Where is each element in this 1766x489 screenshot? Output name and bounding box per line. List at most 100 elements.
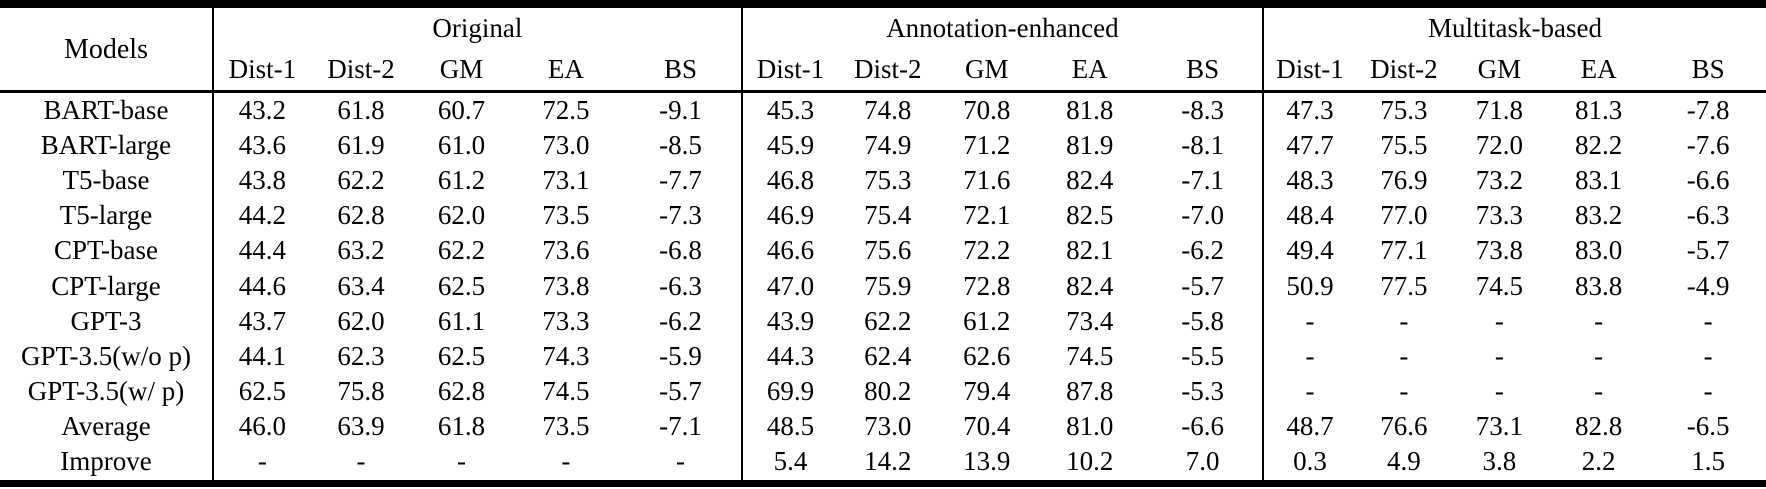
value-cell: 72.1	[963, 200, 1011, 231]
value-cell: 71.2	[963, 129, 1011, 160]
value-cell: 72.0	[1475, 129, 1523, 160]
value-cell: 62.4	[864, 340, 912, 371]
value-cell: 62.0	[437, 200, 486, 231]
value-cell: 73.3	[1475, 200, 1523, 231]
value-cell: 76.6	[1380, 411, 1428, 442]
value-cell: -6.5	[1686, 411, 1730, 442]
table-row: BART-base 43.2 61.8 60.7 72.5 -9.1 45.3 74.8 70.…	[0, 91, 1766, 129]
col-header-original-ea: EA	[511, 50, 621, 93]
value-cell: 4.9	[1386, 446, 1421, 477]
value-cell: -	[1262, 339, 1357, 375]
value-cell: 62.8	[337, 200, 385, 231]
value-cell: 82.1	[1066, 235, 1114, 266]
value-cell: 62.6	[963, 340, 1011, 371]
value-cell: 48.5	[740, 409, 839, 445]
value-cell: -5.5	[1181, 340, 1224, 371]
value-cell: 80.2	[864, 376, 912, 407]
model-name-cell: Improve	[60, 446, 152, 477]
table-row: T5-base 43.8 62.2 61.2 73.1 -7.7 46.8 75.3 71.6 8…	[0, 163, 1766, 199]
col-header-multitask-dist1: Dist-1	[1262, 50, 1357, 93]
value-cell: -	[561, 446, 571, 477]
value-cell: 81.0	[1066, 411, 1114, 442]
value-cell: -	[1594, 376, 1604, 407]
value-cell: -	[675, 446, 685, 477]
value-cell: -6.6	[1181, 411, 1224, 442]
group-header-original: Original	[211, 4, 742, 50]
value-cell: -6.2	[659, 305, 702, 336]
value-cell: 83.1	[1575, 165, 1623, 196]
value-cell: 43.2	[211, 91, 311, 129]
value-cell: 48.4	[1262, 198, 1357, 234]
value-cell: 71.8	[1475, 94, 1523, 125]
value-cell: 63.4	[337, 270, 385, 301]
value-cell: 72.5	[542, 94, 590, 125]
value-cell: 43.8	[211, 163, 311, 199]
value-cell: 61.8	[437, 411, 486, 442]
value-cell: -8.1	[1181, 129, 1224, 160]
group-header-annotation-enhanced: Annotation-enhanced	[740, 4, 1264, 50]
col-header-annotation-ea: EA	[1036, 50, 1144, 93]
value-cell: 62.3	[337, 340, 385, 371]
value-cell: -	[1494, 305, 1504, 336]
value-cell: 77.1	[1380, 235, 1428, 266]
value-cell: 73.6	[542, 235, 590, 266]
group-header-row: Models Original Annotation-enhanced Mult…	[0, 4, 1766, 93]
value-cell: 74.9	[864, 129, 912, 160]
value-cell: 45.9	[740, 128, 839, 164]
value-cell: 62.8	[437, 376, 486, 407]
value-cell: 69.9	[740, 374, 839, 410]
models-column-header: Models	[0, 4, 213, 93]
col-header-original-bs: BS	[620, 50, 742, 93]
value-cell: -	[356, 446, 366, 477]
value-cell: 70.8	[963, 94, 1011, 125]
value-cell: 73.8	[542, 270, 590, 301]
value-cell: 61.2	[437, 165, 486, 196]
col-header-original-gm: GM	[411, 50, 512, 93]
model-name-cell: GPT-3.5(w/o p)	[20, 340, 191, 371]
value-cell: 5.4	[740, 444, 839, 484]
table-row: GPT-3.5(w/o p) 44.1 62.3 62.5 74.3 -5.9 44.3 62…	[0, 339, 1766, 375]
value-cell: 73.1	[542, 165, 590, 196]
value-cell: -4.9	[1686, 270, 1730, 301]
value-cell: 14.2	[864, 446, 912, 477]
value-cell: 47.0	[740, 268, 839, 305]
value-cell: 44.1	[211, 339, 311, 375]
value-cell: 73.2	[1475, 165, 1523, 196]
value-cell: 82.8	[1575, 411, 1623, 442]
value-cell: -	[1262, 304, 1357, 340]
value-cell: 75.4	[864, 200, 912, 231]
value-cell: 83.8	[1575, 270, 1623, 301]
value-cell: -	[1703, 340, 1713, 371]
value-cell: -	[456, 446, 466, 477]
value-cell: 44.3	[740, 339, 839, 375]
value-cell: 77.0	[1380, 200, 1428, 231]
table-row: CPT-base 44.4 63.2 62.2 73.6 -6.8 46.6 75.6 72.2…	[0, 233, 1766, 269]
value-cell: -9.1	[659, 94, 702, 125]
value-cell: 61.1	[437, 305, 486, 336]
value-cell: -	[1594, 340, 1604, 371]
group-header-multitask-based: Multitask-based	[1262, 4, 1766, 50]
value-cell: -6.6	[1686, 165, 1730, 196]
value-cell: 61.8	[337, 94, 385, 125]
value-cell: 62.5	[211, 374, 311, 410]
value-cell: 82.4	[1066, 165, 1114, 196]
value-cell: 75.6	[864, 235, 912, 266]
col-header-multitask-bs: BS	[1650, 50, 1766, 93]
value-cell: 73.5	[542, 411, 590, 442]
table-row: Average 46.0 63.9 61.8 73.5 -7.1 48.5 73.0 70.4 8…	[0, 409, 1766, 445]
value-cell: -5.7	[659, 376, 702, 407]
value-cell: 75.9	[864, 270, 912, 301]
value-cell: -5.9	[659, 340, 702, 371]
value-cell: 61.2	[963, 305, 1011, 336]
value-cell: 62.0	[337, 305, 385, 336]
model-name-cell: T5-base	[62, 165, 150, 196]
value-cell: 43.7	[211, 304, 311, 340]
value-cell: 75.5	[1380, 129, 1428, 160]
value-cell: 2.2	[1581, 446, 1616, 477]
value-cell: 43.6	[211, 128, 311, 164]
value-cell: 60.7	[437, 94, 486, 125]
value-cell: -	[1703, 305, 1713, 336]
value-cell: 47.3	[1262, 91, 1357, 129]
table-row: GPT-3 43.7 62.0 61.1 73.3 -6.2 43.9 62.2 61.2 73.…	[0, 304, 1766, 340]
value-cell: 76.9	[1380, 165, 1428, 196]
